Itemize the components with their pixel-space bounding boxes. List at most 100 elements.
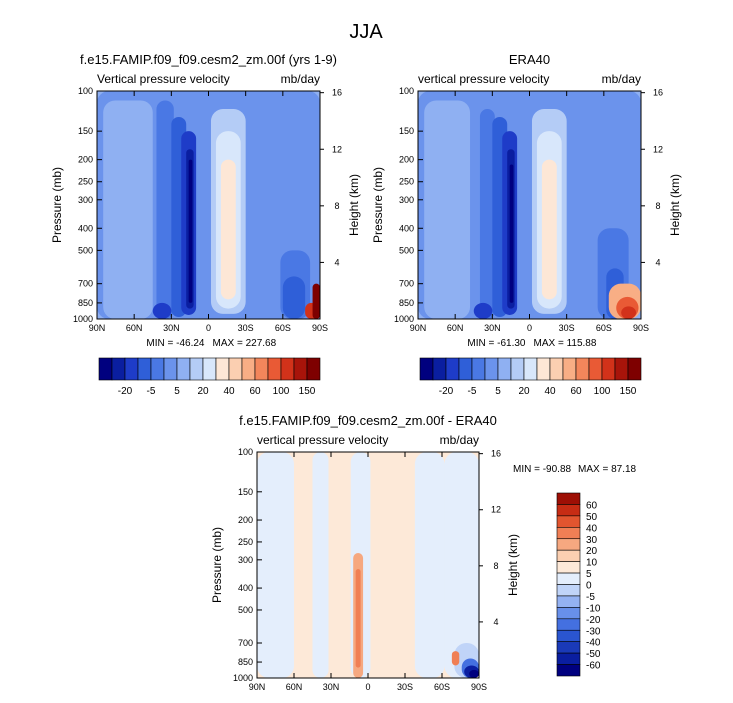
y-tick-label: 250 (78, 177, 93, 187)
x-tick-label: 60S (434, 682, 450, 692)
colorbar-obs: -20 -5 5 20 40 60 100 150 (419, 357, 642, 397)
colorbar-box (432, 357, 447, 381)
colorbar-label: -5 (586, 592, 595, 603)
colorbar-box (556, 595, 581, 608)
x-tick-label: 30S (559, 323, 575, 333)
colorbar-box (254, 357, 269, 381)
min-label: MIN = -90.88 (513, 464, 572, 475)
contour-region (424, 100, 471, 319)
x-tick-label: 30N (484, 323, 501, 333)
x-tick-label: 0 (527, 323, 532, 333)
min-label: MIN = -61.30 (467, 338, 526, 349)
colorbar-box (601, 357, 616, 381)
colorbar-model: -20 -5 5 20 40 60 100 150 (98, 357, 321, 397)
colorbar-label: 40 (544, 386, 556, 397)
colorbar-label: -50 (586, 649, 601, 660)
y-tick-label: 1000 (73, 314, 93, 324)
x-tick-label: 60S (275, 323, 291, 333)
colorbar-box (588, 357, 603, 381)
max-label: MAX = 87.18 (578, 464, 637, 475)
colorbar-label: -10 (586, 603, 601, 614)
x-tick-label: 60S (596, 323, 612, 333)
colorbar-label: -5 (468, 386, 477, 397)
colorbar-label: 40 (586, 523, 598, 534)
y-tick-label: 100 (399, 86, 414, 96)
y-tick-label: 150 (238, 487, 253, 497)
right-tick-label: 12 (332, 144, 342, 154)
max-label: MAX = 227.68 (213, 338, 277, 349)
colorbar-box (228, 357, 243, 381)
y-tick-label: 300 (238, 555, 253, 565)
right-tick-label: 8 (334, 201, 339, 211)
colorbar-box (267, 357, 282, 381)
y-tick-label: 850 (399, 298, 414, 308)
x-tick-label: 90N (249, 682, 266, 692)
colorbar-box (556, 607, 581, 620)
contour-region (156, 100, 174, 319)
colorbar-box (556, 538, 581, 551)
x-tick-label: 0 (206, 323, 211, 333)
y-tick-label: 200 (238, 515, 253, 525)
contour-region (294, 452, 313, 678)
colorbar-label: 60 (570, 386, 582, 397)
colorbar-label: -20 (118, 386, 133, 397)
contour-region (312, 452, 329, 678)
right-tick-label: 8 (493, 561, 498, 571)
colorbar-box (556, 584, 581, 597)
colorbar-label: 5 (495, 386, 501, 397)
page-title: JJA (349, 21, 383, 43)
y-tick-label: 300 (78, 195, 93, 205)
colorbar-box (556, 629, 581, 642)
plot-area-diff (257, 452, 479, 678)
colorbar-label: 60 (249, 386, 261, 397)
y-tick-label: 500 (78, 245, 93, 255)
colorbar-box (458, 357, 473, 381)
variable-name: vertical pressure velocity (418, 72, 549, 86)
y-tick-label: 1000 (233, 673, 253, 683)
colorbar-box (556, 504, 581, 517)
x-tick-label: 90S (471, 682, 487, 692)
colorbar-box (471, 357, 486, 381)
colorbar-box (523, 357, 538, 381)
right-axis-label: Height (km) (668, 174, 682, 236)
colorbar-label: 5 (174, 386, 180, 397)
colorbar-label: 5 (586, 569, 592, 580)
y-tick-label: 700 (78, 279, 93, 289)
y-tick-label: 250 (399, 177, 414, 187)
colorbar-label: 100 (273, 386, 290, 397)
colorbar-box (280, 357, 295, 381)
contour-region (103, 100, 153, 319)
panel-model: f.e15.FAMIP.f09_f09.cesm2_zm.00f (yrs 1-… (50, 52, 361, 397)
y-tick-label: 1000 (394, 314, 414, 324)
y-axis-label: Pressure (mb) (371, 167, 385, 243)
x-tick-label: 30N (163, 323, 180, 333)
colorbar-box (556, 515, 581, 528)
panel-diff: f.e15.FAMIP.f09_f09.cesm2_zm.00f - ERA40… (210, 413, 637, 692)
y-tick-label: 700 (238, 638, 253, 648)
contour-region (220, 159, 236, 300)
x-tick-label: 90S (312, 323, 328, 333)
right-tick-label: 4 (655, 257, 660, 267)
y-tick-label: 700 (399, 279, 414, 289)
y-tick-label: 400 (399, 223, 414, 233)
colorbar-label: 60 (586, 500, 598, 511)
plot-area-obs (418, 91, 641, 319)
colorbar-box (556, 492, 581, 505)
colorbar-box (614, 357, 629, 381)
panel-title: ERA40 (509, 52, 550, 67)
colorbar-label: 20 (197, 386, 209, 397)
contour-region (479, 109, 495, 319)
contour-region (257, 452, 294, 678)
colorbar-box (189, 357, 204, 381)
right-tick-label: 8 (655, 201, 660, 211)
colorbar-box (556, 618, 581, 631)
contour-region (355, 569, 361, 668)
right-tick-label: 12 (491, 505, 501, 515)
y-tick-label: 850 (78, 298, 93, 308)
colorbar-label: 0 (586, 581, 592, 592)
contour-region (469, 669, 479, 678)
colorbar-box (556, 641, 581, 654)
colorbar-box (215, 357, 230, 381)
contour-region (541, 159, 557, 300)
